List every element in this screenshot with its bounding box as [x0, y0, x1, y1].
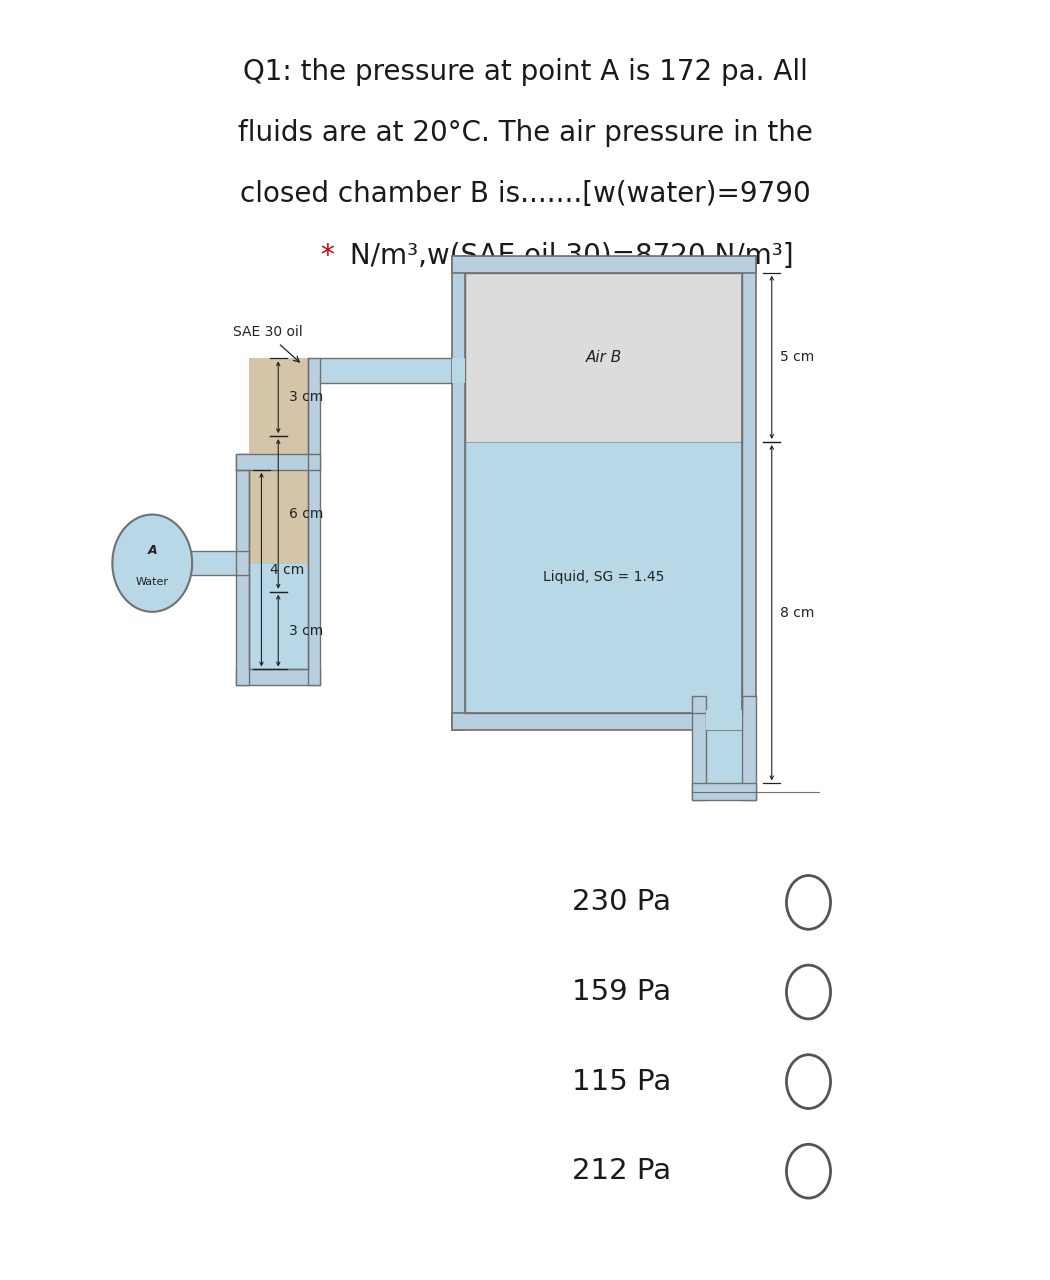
Bar — [308, 358, 452, 383]
Bar — [236, 454, 249, 685]
Text: 8 cm: 8 cm — [780, 605, 815, 620]
Bar — [452, 256, 465, 730]
Text: 5 cm: 5 cm — [780, 351, 815, 365]
Bar — [465, 273, 742, 442]
Text: 115 Pa: 115 Pa — [572, 1068, 672, 1096]
Text: 212 Pa: 212 Pa — [572, 1157, 671, 1185]
Text: 159 Pa: 159 Pa — [572, 978, 671, 1006]
Text: Q1: the pressure at point A is 172 pa. All: Q1: the pressure at point A is 172 pa. A… — [243, 58, 807, 86]
Text: N/m³,w(SAE oil 30)=8720 N/m³]: N/m³,w(SAE oil 30)=8720 N/m³] — [341, 242, 794, 270]
Bar — [236, 454, 320, 470]
Text: Air B: Air B — [586, 349, 622, 365]
Text: 3 cm: 3 cm — [289, 623, 323, 637]
Bar — [236, 669, 320, 685]
Bar — [249, 470, 308, 563]
Bar — [742, 256, 756, 730]
Text: 4 cm: 4 cm — [270, 563, 304, 576]
Bar — [452, 358, 465, 383]
Bar — [465, 442, 742, 713]
Circle shape — [786, 965, 831, 1019]
Text: Liquid, SG = 1.45: Liquid, SG = 1.45 — [543, 571, 665, 585]
Circle shape — [112, 515, 192, 612]
Circle shape — [786, 876, 831, 929]
Text: SAE 30 oil: SAE 30 oil — [233, 325, 302, 339]
Bar — [308, 358, 320, 685]
Text: 3 cm: 3 cm — [289, 390, 323, 404]
Bar — [742, 696, 756, 800]
Bar — [706, 710, 742, 730]
Text: fluids are at 20°C. The air pressure in the: fluids are at 20°C. The air pressure in … — [237, 119, 813, 147]
Bar — [692, 696, 706, 800]
Text: 230 Pa: 230 Pa — [572, 888, 671, 916]
Bar — [692, 783, 756, 800]
Text: Water: Water — [135, 577, 169, 588]
Bar — [452, 256, 756, 273]
Text: A: A — [147, 544, 157, 557]
Circle shape — [786, 1144, 831, 1198]
Text: 6 cm: 6 cm — [289, 507, 323, 521]
Bar — [452, 713, 756, 730]
Bar — [706, 696, 742, 783]
Text: *: * — [320, 242, 334, 270]
Circle shape — [786, 1055, 831, 1108]
Bar — [249, 563, 308, 669]
Bar — [249, 358, 308, 470]
Bar — [192, 550, 236, 576]
Text: closed chamber B is.......[w(water)=9790: closed chamber B is.......[w(water)=9790 — [239, 180, 811, 209]
